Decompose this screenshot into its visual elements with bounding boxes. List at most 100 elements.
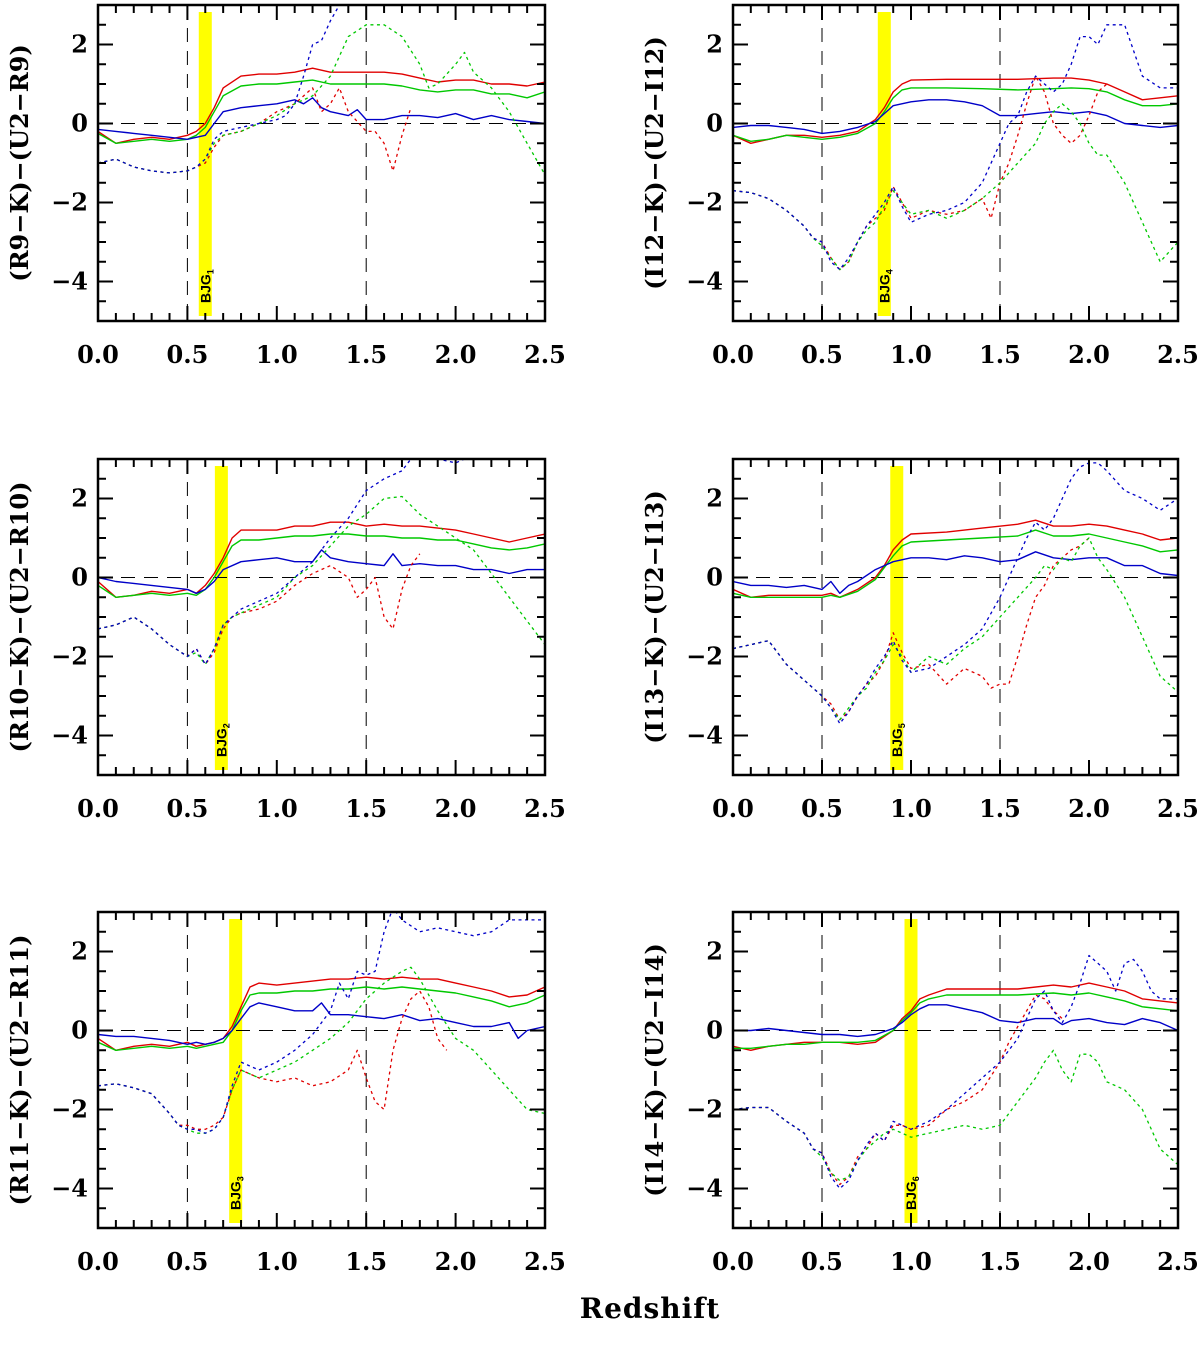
panel-5: 0.0 0.5 1.0 1.5 2.0 2.5 2 0 −2 −4 (R11−K)−(U2−R11)… [5,910,566,1276]
band-label-main: BJG [876,274,892,303]
y-tick-label: −4 [51,267,88,296]
x-tick-label: 1.5 [979,1247,1021,1276]
series-red-solid [733,982,1178,1052]
series-group [98,912,545,1134]
panel-2: 0.0 0.5 1.0 1.5 2.0 2.5 2 0 −2 −4 (I12−K)−(U2−I12)… [640,3,1199,369]
plot-frame [731,910,1180,1230]
series-group [98,5,545,176]
x-tick-label: 0.5 [167,1247,209,1276]
series-blue-solid [98,97,545,141]
x-tick-label: 2.5 [1157,340,1199,369]
panel-4: 0.0 0.5 1.0 1.5 2.0 2.5 2 0 −2 −4 (I13−K)−(U2−I13)… [640,457,1199,823]
y-tick-label: −2 [51,642,88,671]
plot-frame [96,457,547,777]
y-tick-label: −2 [51,188,88,217]
series-red-dotted [98,87,412,174]
series-red-solid [733,519,1178,598]
x-tick-label: 2.0 [435,340,477,369]
y-axis-label: (I13−K)−(U2−I13) [640,490,669,744]
y-tick-label: 2 [706,30,723,59]
y-tick-label: −2 [686,1095,723,1124]
y-tick-label: 2 [706,937,723,966]
series-green-solid [733,992,1178,1050]
x-tick-label: 0.5 [801,794,843,823]
x-tick-label: 2.5 [524,794,566,823]
series-green-solid [98,79,545,145]
highlight-band [214,466,228,770]
x-tick-label: 0.0 [77,1247,119,1276]
plot-frame [731,457,1180,777]
x-tick-label: 0.0 [712,340,754,369]
band-label-main: BJG [213,728,229,757]
x-tick-label: 1.5 [979,794,1021,823]
series-blue-dotted [733,954,1178,1190]
plot-frame [731,3,1180,323]
x-tick-label: 1.0 [890,1247,932,1276]
series-green-solid [733,529,1178,598]
series-red-dotted [733,75,1108,271]
series-blue-dotted [733,24,1178,271]
x-tick-label: 2.5 [524,1247,566,1276]
y-tick-label: 0 [706,109,723,138]
series-green-dotted [733,103,1178,271]
band-label-subscript: 6 [911,1176,921,1181]
x-tick-label: 1.5 [345,794,387,823]
band-label-subscript: 1 [205,269,215,274]
series-blue-solid [733,1004,1178,1038]
band-label-subscript: 4 [884,269,894,274]
x-tick-label: 1.5 [979,340,1021,369]
y-tick-label: −4 [51,721,88,750]
y-tick-label: 0 [71,109,88,138]
highlight-band [229,919,243,1223]
y-tick-label: 2 [71,484,88,513]
series-group [733,462,1178,725]
series-blue-solid [98,1002,545,1046]
x-tick-label: 0.5 [801,1247,843,1276]
y-tick-label: −4 [686,267,723,296]
highlight-band [904,919,918,1223]
x-tick-label: 1.0 [890,794,932,823]
x-tick-label: 0.0 [712,794,754,823]
series-blue-dotted [98,459,467,666]
x-tick-label: 1.5 [345,1247,387,1276]
y-axis-label: (I14−K)−(U2−I14) [640,943,669,1197]
x-tick-label: 2.0 [1068,794,1110,823]
y-axis-label: (R11−K)−(U2−R11) [5,935,34,1206]
x-tick-label: 1.0 [890,340,932,369]
series-green-solid [733,87,1178,143]
band-label-main: BJG [197,274,213,303]
panel-3: 0.0 0.5 1.0 1.5 2.0 2.5 2 0 −2 −4 (R10−K)−(U2−R10)… [5,457,566,823]
y-tick-label: 2 [706,484,723,513]
highlight-band [198,12,212,316]
series-green-dotted [733,1049,1178,1182]
x-tick-label: 1.0 [256,340,298,369]
plot-frame [96,910,547,1230]
band-label: BJG2 [213,723,231,757]
panel-1: 0.0 0.5 1.0 1.5 2.0 2.5 2 0 −2 −4 (R9−K)−(U2−R9) BJ… [5,3,566,369]
y-tick-label: 2 [71,937,88,966]
series-blue-dotted [98,5,340,174]
x-tick-label: 0.5 [167,794,209,823]
series-blue-solid [733,99,1178,135]
y-axis-label: (I12−K)−(U2−I12) [640,36,669,290]
y-tick-label: −2 [686,642,723,671]
x-tick-label: 1.5 [345,340,387,369]
panel-6: 0.0 0.5 1.0 1.5 2.0 2.5 2 0 −2 −4 (I14−K)−(U2−I14)… [640,910,1199,1276]
plot-frame [96,3,547,323]
x-tick-label: 1.0 [256,794,298,823]
band-label-subscript: 3 [236,1176,246,1181]
band-label-main: BJG [228,1181,244,1210]
y-tick-label: 0 [71,1016,88,1045]
band-label-main: BJG [903,1181,919,1210]
band-label: BJG1 [197,269,215,303]
x-tick-label: 2.0 [435,1247,477,1276]
y-tick-label: −4 [51,1174,88,1203]
band-label-subscript: 5 [897,723,907,728]
series-green-dotted [733,537,1178,721]
x-tick-label: 2.0 [1068,340,1110,369]
series-blue-solid [98,549,545,594]
y-tick-label: 2 [71,30,88,59]
x-tick-label: 0.5 [801,340,843,369]
x-tick-label: 2.5 [524,340,566,369]
